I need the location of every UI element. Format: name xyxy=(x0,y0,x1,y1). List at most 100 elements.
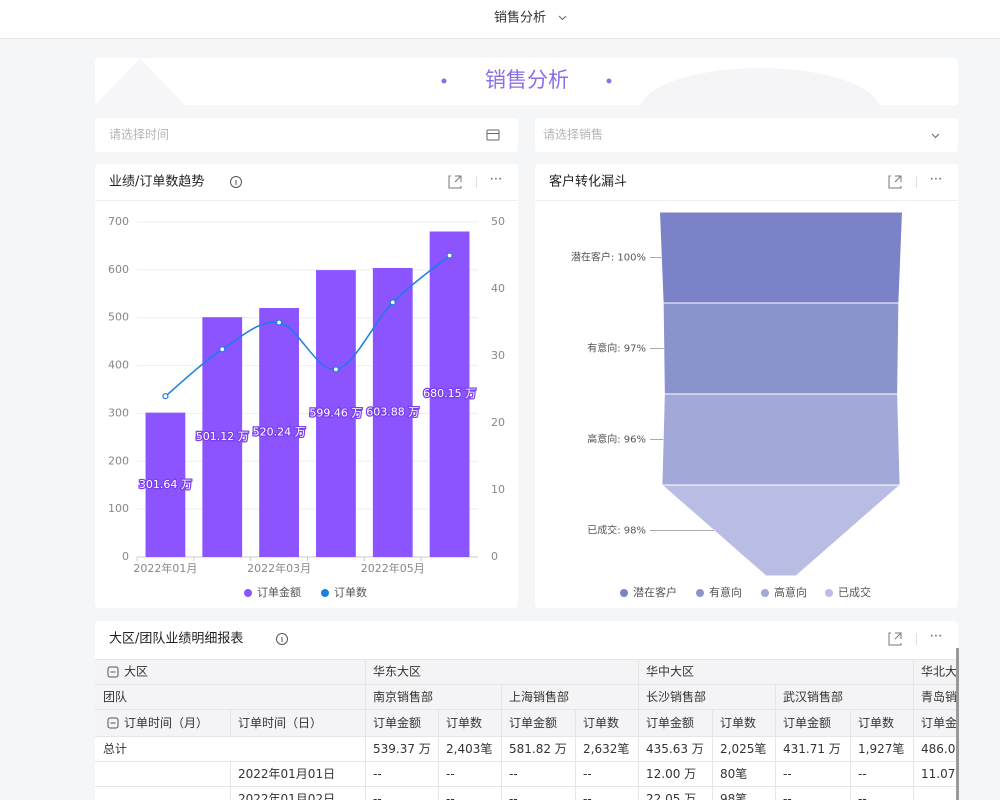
y2-tick-label: 30 xyxy=(491,349,505,362)
banner-dot xyxy=(606,78,612,84)
header-cell: 订单数 xyxy=(858,715,894,730)
more-icon[interactable]: ··· xyxy=(490,173,502,188)
header-cell: 长沙销售部 xyxy=(646,689,706,704)
date-cell: 2022年01月01日 xyxy=(238,767,335,781)
bar xyxy=(259,308,299,557)
value-label: 520.24 万 xyxy=(253,426,306,439)
line-point xyxy=(446,252,453,259)
legend-label: 有意向 xyxy=(709,585,742,599)
card-title: 大区/团队业绩明细报表 xyxy=(109,632,243,647)
banner-decoration xyxy=(95,58,185,105)
funnel-label: 已成交: 98% xyxy=(587,524,646,537)
legend-label: 潜在客户 xyxy=(633,585,677,599)
legend-swatch xyxy=(825,589,833,597)
sales-placeholder: 请选择销售 xyxy=(543,127,603,142)
data-cell: -- xyxy=(858,767,867,781)
banner-title: 销售分析 xyxy=(485,68,569,92)
legend-swatch xyxy=(761,589,769,597)
data-cell: -- xyxy=(583,792,592,800)
line-point xyxy=(275,319,283,326)
header-cell: 南京销售部 xyxy=(373,689,433,704)
header-cell: 订单时间（日） xyxy=(238,716,322,730)
expand-icon[interactable] xyxy=(448,175,462,189)
info-icon[interactable] xyxy=(230,176,242,188)
table-row xyxy=(95,685,958,710)
expand-icon[interactable] xyxy=(888,632,902,646)
data-cell: -- xyxy=(373,792,382,800)
funnel-segment xyxy=(658,211,904,304)
header-cell: 订单金 xyxy=(921,715,957,730)
data-cell: -- xyxy=(373,767,382,781)
expand-icon[interactable] xyxy=(888,175,902,189)
bar xyxy=(372,268,413,557)
funnel-label: 潜在客户: 100% xyxy=(571,251,646,264)
data-cell: -- xyxy=(509,792,518,800)
legend-label: 已成交 xyxy=(838,585,871,599)
info-icon[interactable] xyxy=(276,633,288,645)
y-tick-label: 0 xyxy=(122,550,129,563)
header-cell: 订单金额 xyxy=(783,715,831,730)
calendar-frame xyxy=(486,129,500,141)
legend-swatch xyxy=(620,589,628,597)
header-cell: 大区 xyxy=(124,665,148,679)
data-cell: -- xyxy=(783,767,792,781)
funnel-segment xyxy=(662,302,900,395)
line-point xyxy=(332,366,340,373)
header-cell: 订单数 xyxy=(720,715,756,730)
y-tick-label: 100 xyxy=(108,502,129,515)
banner-dot xyxy=(441,78,447,84)
x-tick-label: 2022年01月 xyxy=(133,561,197,575)
topbar-chevron[interactable] xyxy=(558,15,567,21)
legend-swatch xyxy=(696,589,704,597)
topbar xyxy=(0,0,1000,38)
total-cell: 435.63 万 xyxy=(646,742,704,756)
y-tick-label: 500 xyxy=(108,311,129,324)
x-tick-label: 2022年03月 xyxy=(247,561,311,575)
value-label: 501.12 万 xyxy=(196,430,249,443)
y2-tick-label: 50 xyxy=(491,215,505,228)
bar xyxy=(145,412,186,557)
legend-label: 订单数 xyxy=(334,586,367,599)
data-cell: -- xyxy=(509,767,518,781)
info-ring xyxy=(276,633,288,645)
date-cell: 2022年01月02日 xyxy=(238,792,335,800)
header-cell: 订单金额 xyxy=(646,715,694,730)
more-icon[interactable]: ··· xyxy=(930,630,942,645)
table-row xyxy=(95,737,958,762)
info-ring xyxy=(230,176,242,188)
total-cell: 539.37 万 xyxy=(373,742,431,756)
funnel-label: 有意向: 97% xyxy=(587,342,646,355)
funnel-segment xyxy=(661,393,901,486)
value-label: 680.15 万 xyxy=(423,387,476,400)
scrollbar[interactable] xyxy=(956,648,959,800)
total-cell: 486.0 xyxy=(921,742,955,756)
more-icon[interactable]: ··· xyxy=(930,173,942,188)
y-tick-label: 600 xyxy=(108,263,129,276)
y-tick-label: 200 xyxy=(108,454,129,467)
header-cell: 上海销售部 xyxy=(509,689,569,704)
sales-filter[interactable] xyxy=(535,118,958,152)
header-cell: 华东大区 xyxy=(373,665,421,679)
total-cell: 431.71 万 xyxy=(783,742,841,756)
header-cell: 订单数 xyxy=(446,715,482,730)
legend-label: 高意向 xyxy=(774,585,807,599)
y2-tick-label: 40 xyxy=(491,282,505,295)
time-filter[interactable] xyxy=(95,118,518,152)
topbar-title[interactable]: 销售分析 xyxy=(494,10,546,26)
data-cell: 80笔 xyxy=(720,766,747,781)
header-cell: 华中大区 xyxy=(646,664,694,679)
collapse-icon xyxy=(107,717,119,729)
value-label: 599.46 万 xyxy=(309,407,362,420)
legend-label: 订单金额 xyxy=(257,585,301,599)
table-row xyxy=(95,762,958,787)
data-cell: 12.00 万 xyxy=(646,767,696,781)
y2-tick-label: 0 xyxy=(491,550,498,563)
total-cell: 1,927笔 xyxy=(858,741,904,756)
y2-tick-label: 10 xyxy=(491,483,505,496)
bar xyxy=(316,270,356,557)
time-placeholder: 请选择时间 xyxy=(109,128,169,142)
value-label: 603.88 万 xyxy=(366,406,419,419)
total-cell: 581.82 万 xyxy=(509,742,567,756)
